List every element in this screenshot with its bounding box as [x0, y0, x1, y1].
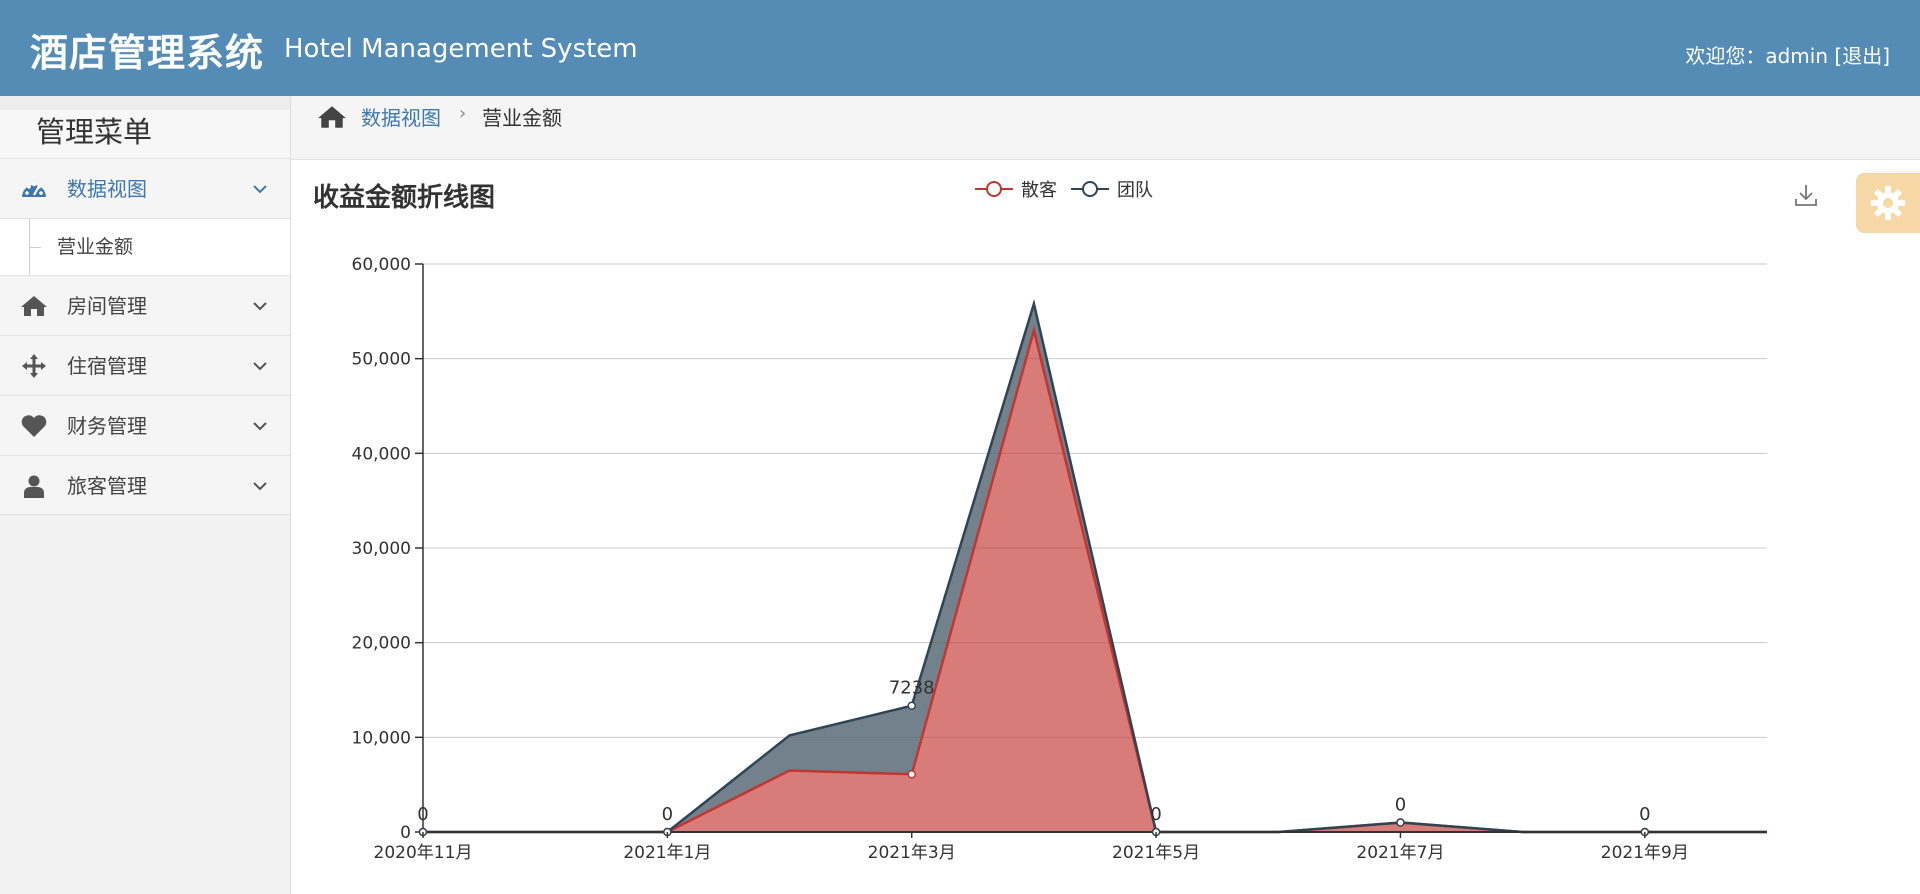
move-icon [22, 354, 46, 378]
dashboard-icon [22, 182, 46, 197]
breadcrumb-link-data-view[interactable]: 数据视图 [361, 106, 441, 130]
chevron-down-icon [253, 362, 267, 371]
data-label: 0 [417, 804, 428, 825]
sidebar-item-guest-management[interactable]: 旅客管理 [0, 455, 290, 515]
chevron-down-icon [253, 422, 267, 431]
data-point [1396, 818, 1405, 827]
chevron-down-icon [253, 185, 267, 194]
app-subtitle: Hotel Management System [284, 34, 638, 64]
x-tick-label: 2020年11月 [374, 843, 473, 863]
chart-panel: 0 10,000 20,000 30,000 40,000 50,000 60,000 0 0 7… [291, 160, 1920, 894]
y-tick-label: 10,000 [352, 728, 411, 748]
top-header: 酒店管理系统 Hotel Management System 欢迎您：admin… [0, 0, 1920, 96]
y-tick-label: 0 [400, 823, 411, 843]
sidebar-subitem-revenue[interactable]: 营业金额 [0, 218, 290, 276]
data-point [907, 701, 916, 710]
legend-item-group[interactable]: 团队 [1071, 176, 1153, 202]
sidebar-item-data-view[interactable]: 数据视图 [0, 158, 290, 218]
data-label: 0 [1395, 795, 1406, 816]
sidebar-subitem-label: 营业金额 [57, 236, 134, 258]
x-tick-label: 2021年1月 [623, 843, 711, 863]
data-point [907, 770, 916, 779]
settings-button[interactable] [1856, 173, 1920, 233]
app-title: 酒店管理系统 [30, 31, 265, 75]
chevron-down-icon [253, 302, 267, 311]
chevron-down-icon [253, 482, 267, 491]
user-icon [24, 475, 44, 498]
sidebar-item-label: 旅客管理 [67, 474, 147, 498]
heart-icon [21, 415, 47, 437]
legend-label: 团队 [1117, 180, 1153, 201]
x-tick-label: 2021年9月 [1601, 843, 1689, 863]
home-icon [21, 296, 47, 316]
y-tick-label: 20,000 [352, 634, 411, 654]
user-info: 欢迎您：admin [退出] [1685, 40, 1890, 69]
chart-legend: 散客 团队 [975, 176, 1153, 202]
chart-title: 收益金额折线图 [313, 183, 496, 213]
x-tick-label: 2021年7月 [1356, 843, 1444, 863]
sidebar-item-stay-management[interactable]: 住宿管理 [0, 335, 290, 395]
welcome-text: 欢迎您：admin [1685, 44, 1829, 68]
sidebar-title: 管理菜单 [0, 96, 290, 158]
data-label: 7238 [889, 678, 935, 699]
logout-link[interactable]: [退出] [1834, 44, 1890, 68]
data-label: 0 [1639, 804, 1650, 825]
home-icon[interactable] [317, 104, 347, 130]
breadcrumb: 数据视图 › 营业金额 [291, 96, 1920, 160]
data-label: 0 [1150, 804, 1161, 825]
legend-marker-icon [975, 181, 1013, 197]
legend-item-scattered[interactable]: 散客 [975, 176, 1057, 202]
gear-icon [1871, 186, 1905, 220]
x-tick-label: 2021年5月 [1112, 843, 1200, 863]
sidebar-item-finance-management[interactable]: 财务管理 [0, 395, 290, 455]
tree-branch [29, 247, 41, 248]
x-tick-label: 2021年3月 [868, 843, 956, 863]
sidebar-item-label: 住宿管理 [67, 354, 147, 378]
sidebar-item-room-management[interactable]: 房间管理 [0, 275, 290, 335]
sidebar-item-label: 数据视图 [67, 177, 147, 201]
y-tick-label: 50,000 [352, 350, 411, 370]
data-label: 0 [662, 804, 673, 825]
legend-marker-icon [1071, 181, 1109, 197]
breadcrumb-current: 营业金额 [482, 106, 562, 130]
sidebar: 管理菜单 数据视图 营业金额 房间管理 住宿管理 [0, 96, 291, 894]
sidebar-item-label: 财务管理 [67, 414, 147, 438]
y-tick-label: 40,000 [352, 444, 411, 464]
sidebar-item-label: 房间管理 [67, 294, 147, 318]
y-tick-label: 60,000 [352, 255, 411, 275]
breadcrumb-separator-icon: › [459, 103, 467, 124]
download-icon[interactable] [1793, 182, 1819, 208]
y-tick-label: 30,000 [352, 539, 411, 559]
legend-label: 散客 [1021, 180, 1057, 201]
